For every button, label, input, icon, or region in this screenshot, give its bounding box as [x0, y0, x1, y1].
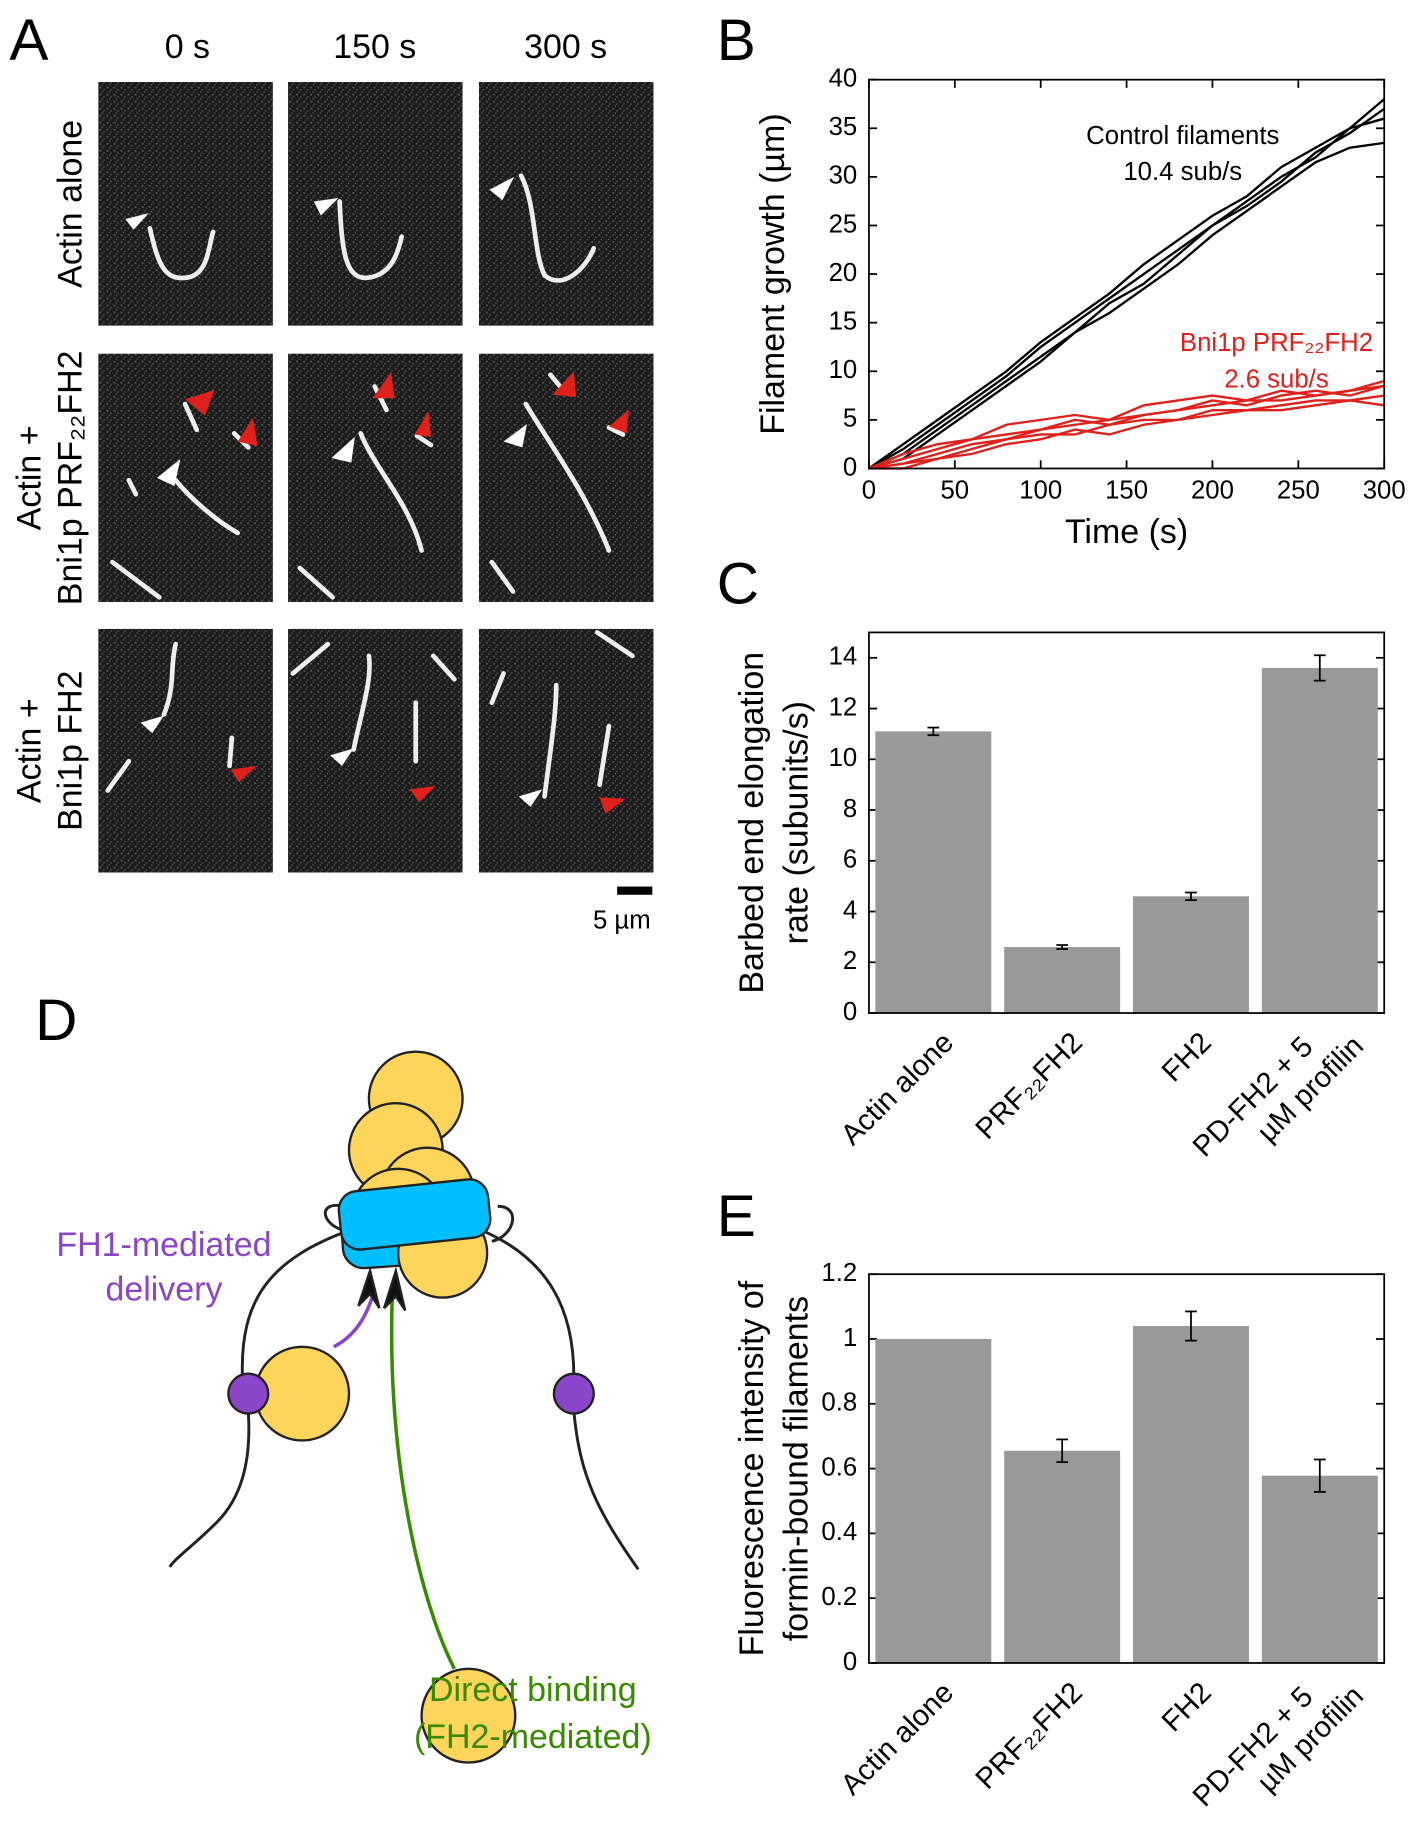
column-label: 150 s	[333, 28, 416, 66]
error-bar	[1185, 1310, 1197, 1342]
y-tick-label: 12	[829, 693, 858, 721]
row-label: Bni1p PRF₂₂FH2	[52, 351, 90, 606]
plot-frame	[868, 631, 1386, 1014]
y-tick-label: 0	[843, 1648, 857, 1676]
annotation: Bni1p PRF₂₂FH2	[1180, 329, 1373, 357]
y-tick-label: 0.2	[821, 1583, 857, 1611]
x-tick-label: FH2	[1156, 1027, 1218, 1089]
x-axis-label: Time (s)	[1065, 513, 1188, 551]
bar	[1004, 1450, 1121, 1663]
row-label: Actin +	[11, 425, 49, 530]
y-axis-label: formin-bound filaments	[778, 1296, 816, 1641]
y-tick-label: 8	[843, 795, 857, 823]
x-tick-label: 300	[1363, 477, 1406, 505]
x-tick-label: PRF₂₂FH2	[970, 1027, 1089, 1146]
x-tick-label: PD-FH2 + 5 µM profilin	[1187, 1005, 1370, 1188]
y-tick-label: 35	[829, 113, 858, 141]
row-label: Actin +	[11, 698, 49, 803]
formin-diagram: FH1-mediated delivery Direct binding (FH…	[56, 1050, 652, 1764]
x-tick-label: 200	[1191, 477, 1234, 505]
error-bar	[1313, 1458, 1326, 1493]
x-tick-label: Actin alone	[835, 1677, 960, 1802]
annotation: 10.4 sub/s	[1123, 158, 1242, 186]
y-tick-label: 2	[843, 947, 857, 975]
row-label: Bni1p FH2	[52, 670, 90, 830]
panel-letter: A	[9, 8, 48, 73]
y-tick-label: 0.8	[821, 1389, 857, 1417]
data-line	[868, 394, 1385, 470]
x-tick-label: PD-FH2 + 5 µM profilin	[1187, 1655, 1370, 1834]
data-line	[868, 141, 1385, 470]
y-tick-label: 0	[843, 453, 857, 481]
y-tick-label: 0	[843, 998, 857, 1026]
scale-bar-label: 5 µm	[593, 906, 651, 934]
y-axis-label: Barbed end elongation	[733, 652, 771, 994]
bar	[875, 1338, 992, 1663]
bar	[1133, 896, 1249, 1014]
y-tick-label: 30	[829, 162, 858, 190]
y-tick-label: 25	[829, 210, 858, 238]
annotation: Control filaments	[1086, 122, 1279, 150]
bar	[1261, 1475, 1378, 1663]
column-label: 300 s	[524, 28, 607, 66]
x-tick-label: 150	[1105, 477, 1148, 505]
x-tick-label: PRF₂₂FH2	[970, 1677, 1089, 1796]
y-tick-label: 1	[843, 1324, 857, 1352]
error-bar	[1056, 1438, 1069, 1463]
x-tick-label: Actin alone	[835, 1027, 960, 1152]
bar	[1133, 1326, 1249, 1663]
y-tick-label: 0.6	[821, 1453, 857, 1481]
bar	[1261, 667, 1378, 1014]
diagram-label: delivery	[105, 1271, 222, 1309]
y-tick-label: 10	[829, 356, 858, 384]
column-label: 0 s	[165, 28, 210, 66]
panel-letter: E	[717, 1184, 756, 1249]
y-tick-label: 20	[829, 259, 858, 287]
x-tick-label: 0	[862, 477, 876, 505]
annotation: 2.6 sub/s	[1224, 365, 1328, 393]
data-line	[868, 379, 1385, 470]
diagram-label: FH1-mediated	[56, 1226, 271, 1264]
panel-letter: D	[35, 988, 77, 1053]
panel-letter: C	[717, 551, 759, 616]
data-line	[868, 384, 1385, 470]
x-tick-label: FH2	[1156, 1677, 1218, 1739]
y-tick-label: 0.4	[821, 1518, 857, 1546]
plot-frame	[868, 78, 1386, 470]
y-tick-label: 5	[843, 405, 857, 433]
y-tick-label: 6	[843, 846, 857, 874]
error-bar	[927, 726, 940, 737]
micrograph-grid: 0 s 150 s 300 s Actin alone Actin + Bni1…	[11, 28, 654, 934]
error-bar	[1185, 891, 1197, 901]
y-tick-label: 1.2	[821, 1259, 857, 1287]
y-axis-label: Filament growth (µm)	[754, 113, 792, 434]
diagram-label: (FH2-mediated)	[414, 1718, 652, 1756]
error-bar	[1313, 654, 1326, 682]
data-line	[868, 399, 1385, 470]
data-line	[868, 107, 1385, 470]
x-tick-label: 250	[1277, 477, 1320, 505]
x-tick-label: 100	[1019, 477, 1062, 505]
y-tick-label: 10	[829, 744, 858, 772]
y-axis-label: Fluorescence intensity of	[733, 1280, 771, 1656]
bar	[875, 731, 992, 1014]
x-tick-label: 50	[940, 477, 969, 505]
panel-letter: B	[717, 8, 756, 73]
y-axis-label: rate (subunits/s)	[778, 701, 816, 944]
y-tick-label: 4	[843, 896, 857, 924]
bar	[1004, 947, 1121, 1014]
diagram-label: Direct binding	[429, 1671, 637, 1709]
row-label: Actin alone	[52, 120, 90, 288]
y-tick-label: 40	[829, 64, 858, 92]
data-line	[868, 117, 1385, 470]
y-tick-label: 14	[829, 643, 858, 671]
plot-frame	[868, 1273, 1386, 1664]
error-bar	[1056, 944, 1069, 950]
y-tick-label: 15	[829, 307, 858, 335]
scale-bar	[617, 886, 653, 895]
